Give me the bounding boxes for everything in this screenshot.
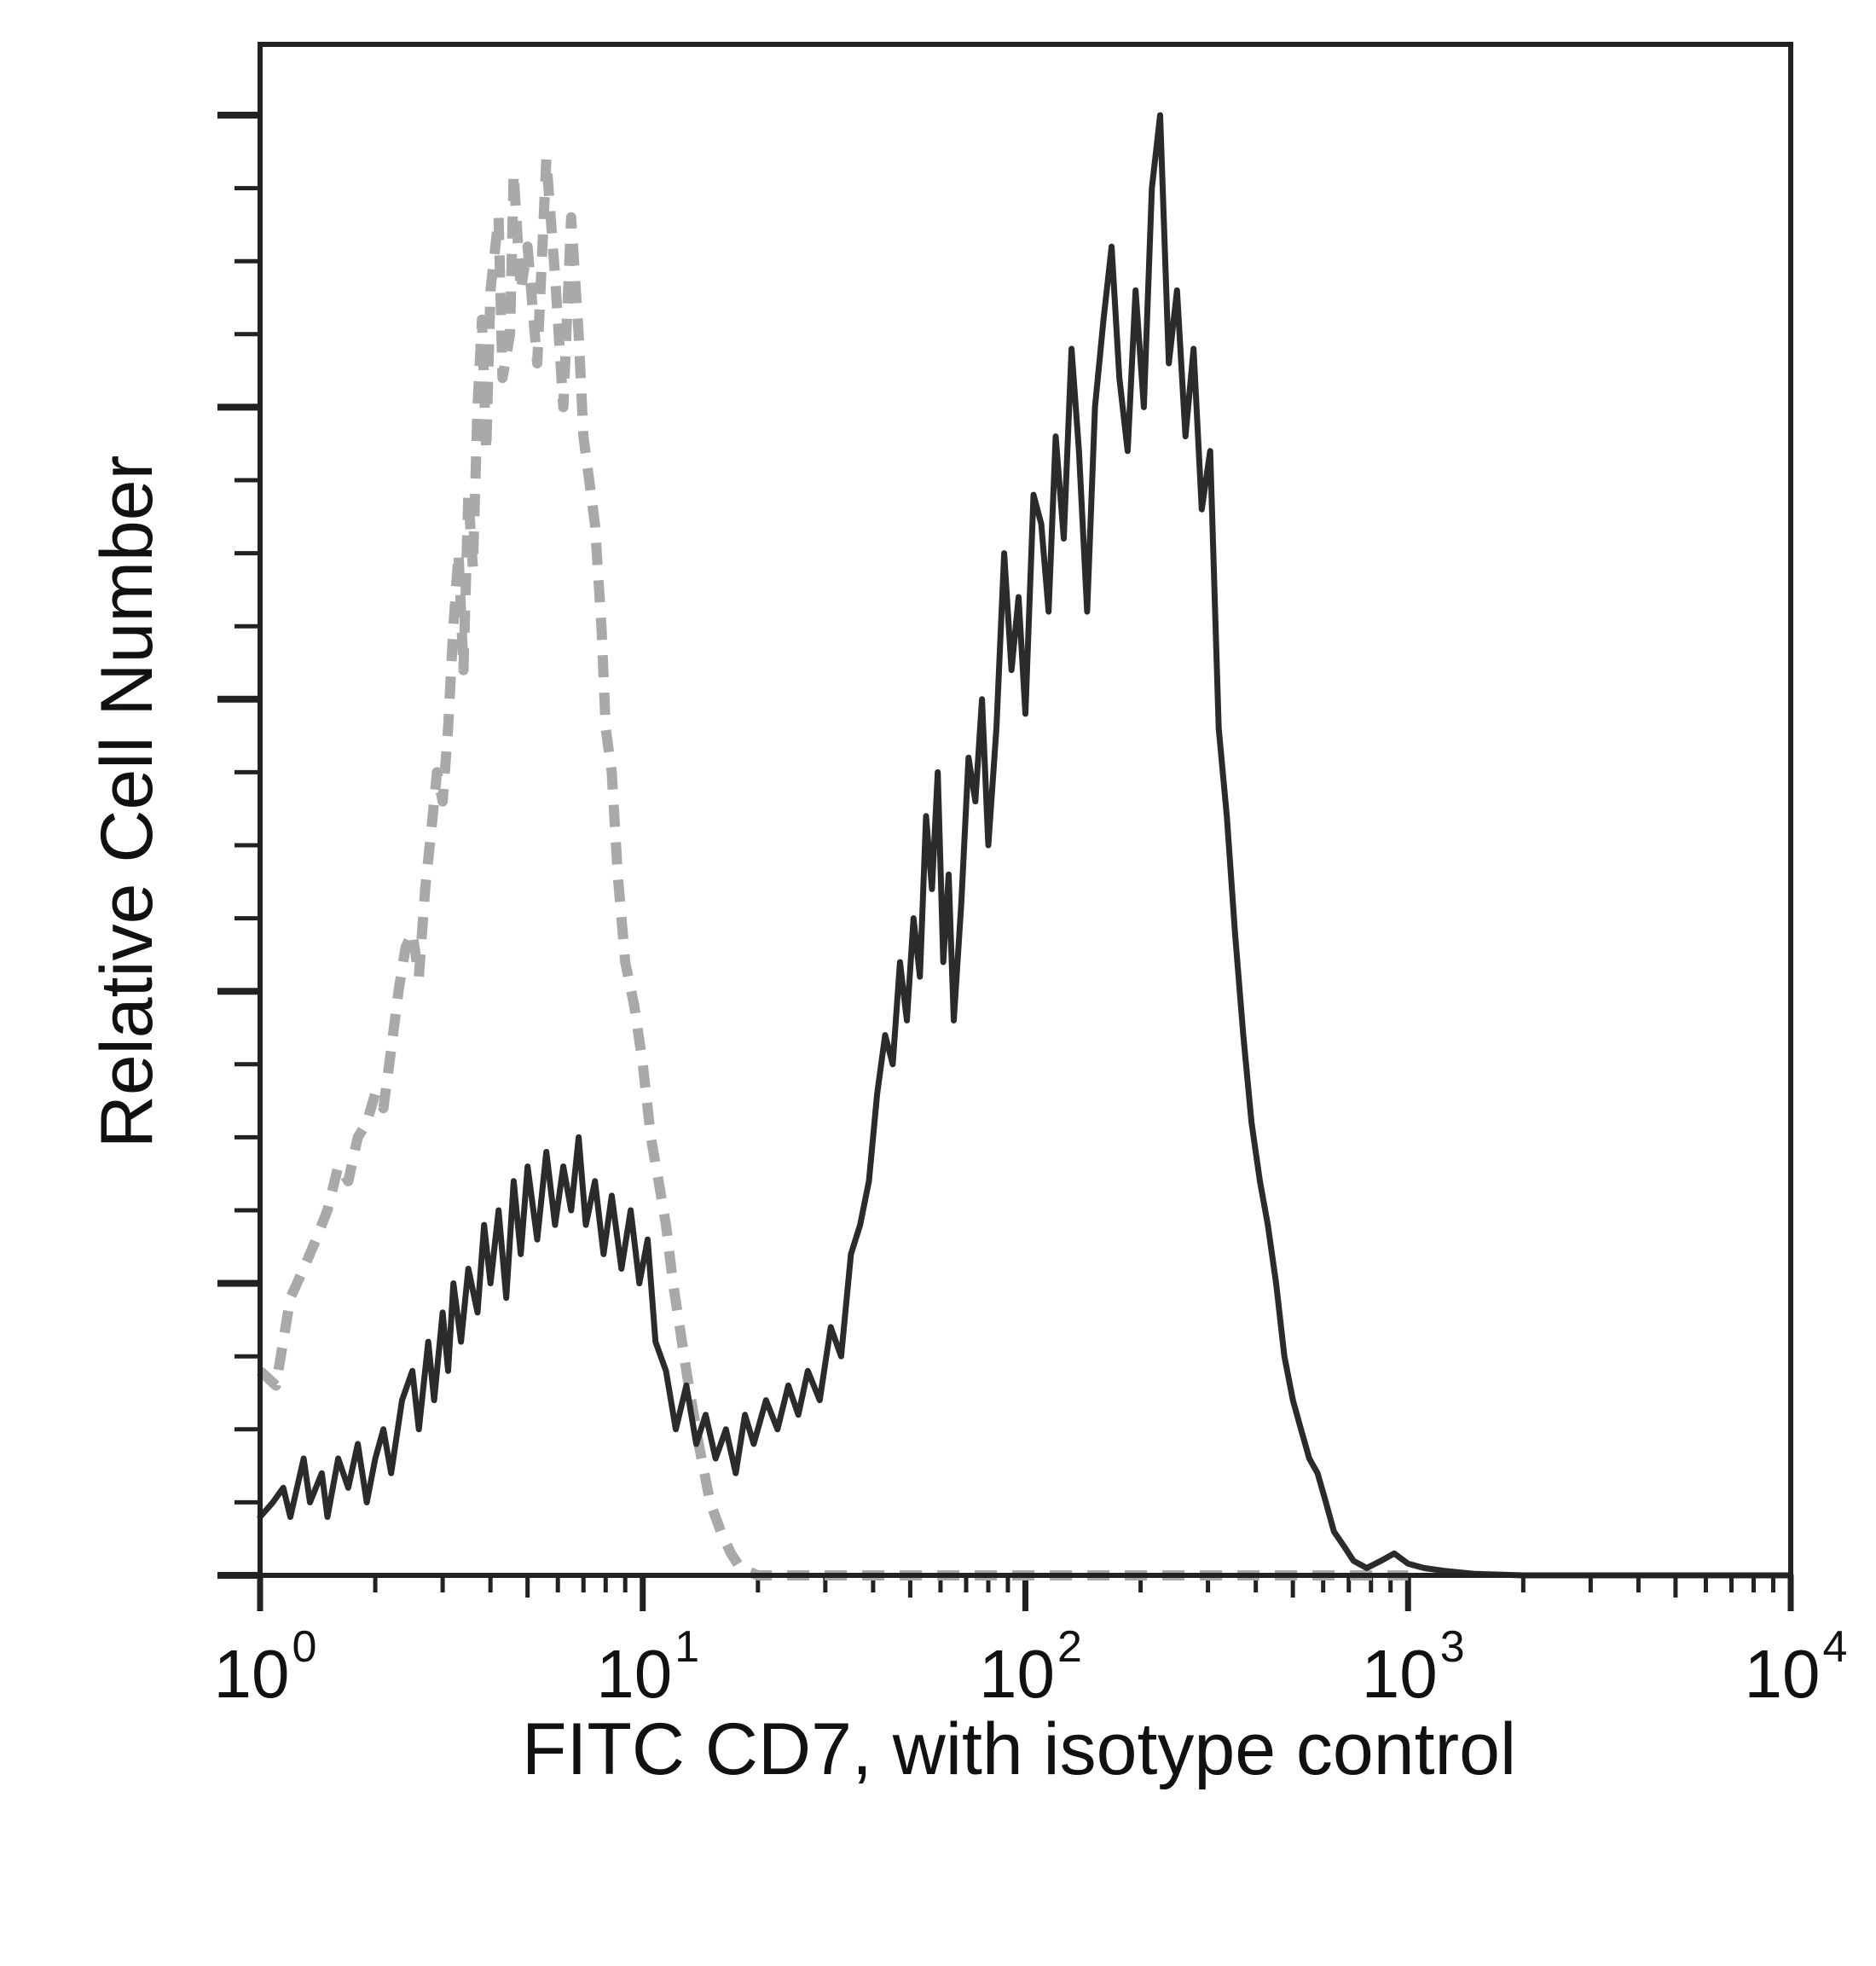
series-cd7-line (257, 112, 1794, 1579)
x-tick-label: 10 4 (1745, 1622, 1848, 1712)
x-tick-label: 10 1 (596, 1622, 699, 1712)
x-tick-label-exponent: 1 (675, 1622, 699, 1672)
x-tick-label-exponent: 4 (1823, 1622, 1848, 1672)
x-axis-label: FITC CD7, with isotype control (522, 1708, 1516, 1790)
x-tick-label-base: 10 (214, 1636, 290, 1712)
x-tick-label: 10 2 (979, 1622, 1082, 1712)
plot-frame (258, 42, 1793, 1578)
x-tick-label: 10 0 (214, 1622, 317, 1712)
x-tick-label-exponent: 3 (1440, 1622, 1465, 1672)
x-tick-label-base: 10 (1362, 1636, 1438, 1712)
y-axis-label: Relative Cell Number (86, 455, 168, 1149)
series-layer (256, 112, 1794, 1580)
y-axis-ticks (217, 112, 260, 1579)
x-tick-label-base: 10 (979, 1636, 1055, 1712)
x-tick-label: 10 3 (1362, 1622, 1465, 1712)
x-tick-label-exponent: 2 (1057, 1622, 1082, 1672)
x-tick-label-base: 10 (1745, 1636, 1821, 1712)
series-isotype-control-line (256, 154, 1409, 1580)
x-axis-tick-labels: 10 0 10 1 10 2 10 3 10 4 (214, 1622, 1848, 1712)
x-axis-ticks (257, 1575, 1794, 1611)
x-tick-label-base: 10 (596, 1636, 672, 1712)
x-tick-label-exponent: 0 (292, 1622, 317, 1672)
